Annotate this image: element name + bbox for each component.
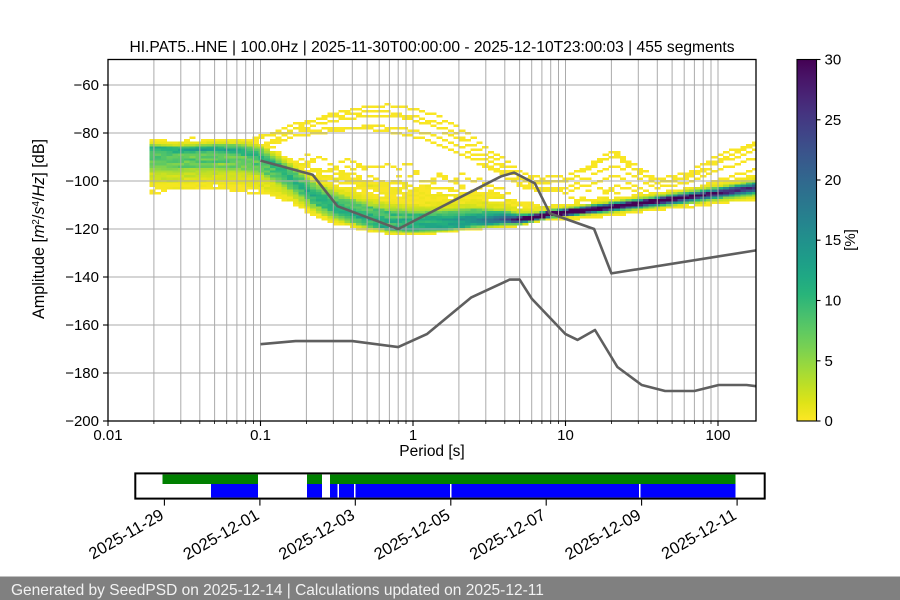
svg-text:HI.PAT5..HNE | 100.0Hz | 2025-: HI.PAT5..HNE | 100.0Hz | 2025-11-30T00:0… <box>129 39 734 56</box>
svg-text:25: 25 <box>825 112 842 129</box>
svg-text:30: 30 <box>825 52 842 69</box>
svg-text:100: 100 <box>705 427 730 444</box>
svg-text:10: 10 <box>825 293 842 310</box>
svg-text:−160: −160 <box>65 317 99 334</box>
svg-text:−180: −180 <box>65 365 99 382</box>
svg-text:5: 5 <box>825 353 833 370</box>
svg-text:−200: −200 <box>65 413 99 430</box>
svg-text:Amplitude [m2/s4/Hz] [dB]: Amplitude [m2/s4/Hz] [dB] <box>30 139 48 319</box>
svg-text:1: 1 <box>409 427 417 444</box>
svg-text:15: 15 <box>825 232 842 249</box>
svg-text:−120: −120 <box>65 221 99 238</box>
svg-text:Generated by SeedPSD on 2025-1: Generated by SeedPSD on 2025-12-14 | Cal… <box>11 582 544 599</box>
svg-text:−60: −60 <box>74 77 99 94</box>
svg-text:0.1: 0.1 <box>250 427 271 444</box>
svg-text:Period [s]: Period [s] <box>399 443 464 460</box>
svg-text:10: 10 <box>557 427 574 444</box>
svg-text:−80: −80 <box>74 125 99 142</box>
svg-text:0.01: 0.01 <box>93 427 122 444</box>
svg-text:−140: −140 <box>65 269 99 286</box>
svg-text:[%]: [%] <box>842 229 859 251</box>
svg-text:0: 0 <box>825 413 833 430</box>
svg-text:−100: −100 <box>65 173 99 190</box>
svg-text:20: 20 <box>825 172 842 189</box>
